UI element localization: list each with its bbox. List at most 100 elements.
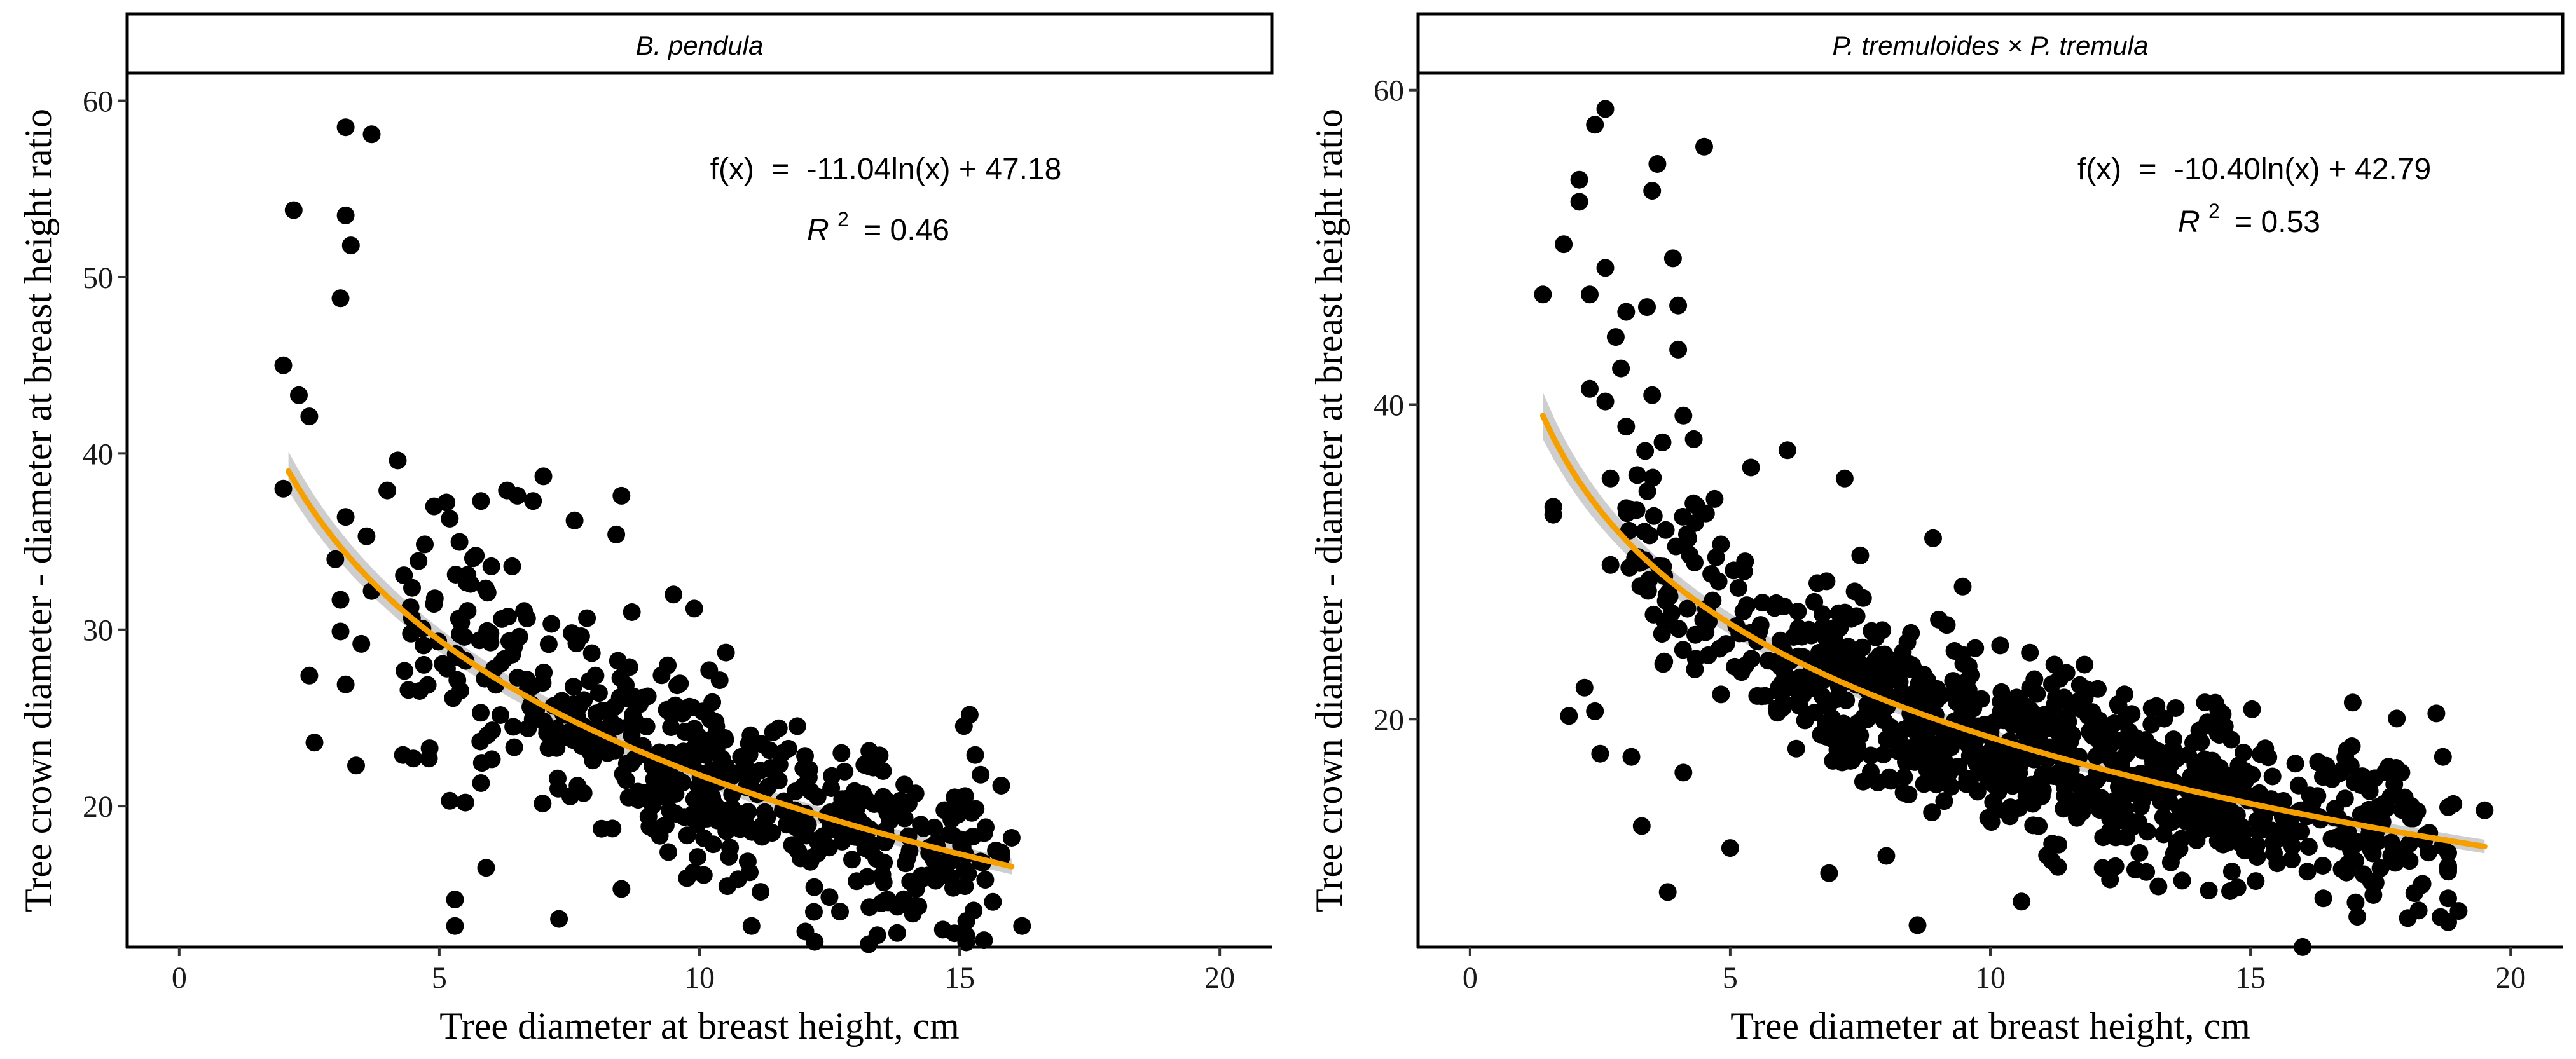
data-point bbox=[2439, 798, 2457, 816]
data-point bbox=[2166, 699, 2185, 717]
data-point bbox=[1658, 883, 1677, 901]
data-point bbox=[779, 739, 797, 758]
fit-line bbox=[286, 468, 1015, 870]
data-point bbox=[568, 777, 587, 795]
data-point bbox=[2449, 902, 2468, 920]
data-point bbox=[2083, 703, 2102, 721]
data-point bbox=[1560, 707, 1578, 725]
x-tick-label: 10 bbox=[1975, 961, 2006, 995]
data-point bbox=[2200, 881, 2218, 899]
data-point bbox=[1641, 526, 1659, 545]
data-point bbox=[2210, 765, 2228, 783]
data-point bbox=[378, 481, 397, 500]
data-point bbox=[718, 877, 736, 896]
data-point bbox=[1766, 653, 1784, 671]
y-tick-label: 20 bbox=[83, 790, 113, 824]
y-tick-label: 60 bbox=[83, 85, 113, 119]
data-point bbox=[1768, 704, 1786, 722]
data-point bbox=[938, 853, 956, 871]
data-point bbox=[2259, 748, 2278, 767]
data-point bbox=[1674, 641, 1692, 659]
data-point bbox=[799, 816, 817, 834]
data-point bbox=[659, 843, 677, 861]
data-point bbox=[2369, 798, 2387, 816]
data-point bbox=[1912, 748, 1931, 767]
fit-equation: f(x) = -11.04ln(x) + 47.18 bbox=[710, 153, 1062, 186]
data-point bbox=[1903, 656, 1922, 674]
data-point bbox=[832, 744, 851, 762]
data-point bbox=[2142, 699, 2161, 718]
data-point bbox=[352, 634, 371, 653]
data-point bbox=[441, 510, 459, 528]
data-point bbox=[2243, 700, 2261, 718]
data-point bbox=[2208, 725, 2227, 742]
data-point bbox=[2099, 739, 2118, 758]
data-point bbox=[1674, 406, 1693, 425]
data-point bbox=[612, 486, 631, 505]
data-point bbox=[589, 684, 608, 702]
data-point bbox=[2184, 734, 2202, 752]
data-point bbox=[2346, 893, 2365, 912]
data-point bbox=[2439, 889, 2457, 908]
data-point bbox=[1644, 507, 1663, 525]
data-point bbox=[1787, 739, 1805, 758]
data-point bbox=[1656, 521, 1675, 539]
data-point bbox=[450, 533, 469, 551]
data-point bbox=[2348, 908, 2367, 926]
data-point bbox=[874, 788, 892, 806]
data-point bbox=[992, 845, 1010, 863]
data-point bbox=[305, 734, 324, 752]
data-point bbox=[1982, 741, 2001, 760]
data-point bbox=[783, 810, 801, 828]
data-point bbox=[1575, 678, 1594, 697]
data-point bbox=[483, 721, 502, 740]
data-point bbox=[2204, 798, 2222, 817]
data-point bbox=[2123, 705, 2141, 723]
data-point bbox=[878, 803, 897, 822]
x-tick-label: 5 bbox=[1723, 961, 1738, 995]
r-squared-superscript: 2 bbox=[837, 208, 849, 231]
data-point bbox=[1991, 636, 2009, 655]
data-point bbox=[1555, 235, 1573, 254]
equation-lhs: f(x) bbox=[710, 153, 754, 186]
data-point bbox=[755, 803, 774, 821]
data-point bbox=[483, 750, 501, 769]
data-point bbox=[2198, 713, 2217, 732]
data-point bbox=[984, 892, 1002, 911]
data-point bbox=[1858, 696, 1877, 714]
data-point bbox=[741, 771, 760, 789]
data-point bbox=[2010, 798, 2028, 817]
data-point bbox=[347, 756, 365, 775]
data-point bbox=[1681, 546, 1699, 564]
data-point bbox=[972, 765, 990, 784]
data-point bbox=[1612, 359, 1630, 378]
data-point bbox=[1601, 469, 1620, 488]
data-point bbox=[331, 289, 350, 308]
data-point bbox=[1601, 556, 1620, 574]
data-point bbox=[504, 718, 523, 736]
data-point bbox=[1591, 744, 1609, 763]
r-squared: R 2 = 0.46 bbox=[807, 200, 949, 247]
data-point bbox=[661, 744, 680, 762]
data-point bbox=[1971, 760, 1989, 778]
data-point bbox=[1935, 751, 1953, 770]
data-point bbox=[539, 739, 558, 758]
data-point bbox=[808, 844, 827, 863]
data-point bbox=[2357, 777, 2375, 795]
data-point bbox=[1874, 746, 1892, 763]
data-point bbox=[2404, 809, 2423, 828]
data-point bbox=[1712, 535, 1730, 554]
data-point bbox=[1742, 458, 1760, 477]
data-point bbox=[1534, 285, 1552, 304]
data-point bbox=[848, 872, 866, 891]
x-tick-label: 15 bbox=[944, 961, 975, 995]
data-point bbox=[564, 678, 582, 696]
equation-rhs: -10.40ln(x) + 42.79 bbox=[2174, 153, 2431, 186]
data-point bbox=[665, 585, 683, 604]
data-point bbox=[300, 407, 319, 426]
data-point bbox=[1756, 687, 1774, 705]
data-point bbox=[1805, 592, 1824, 611]
data-point bbox=[1889, 742, 1908, 760]
data-point bbox=[478, 584, 497, 602]
data-point bbox=[500, 632, 518, 650]
